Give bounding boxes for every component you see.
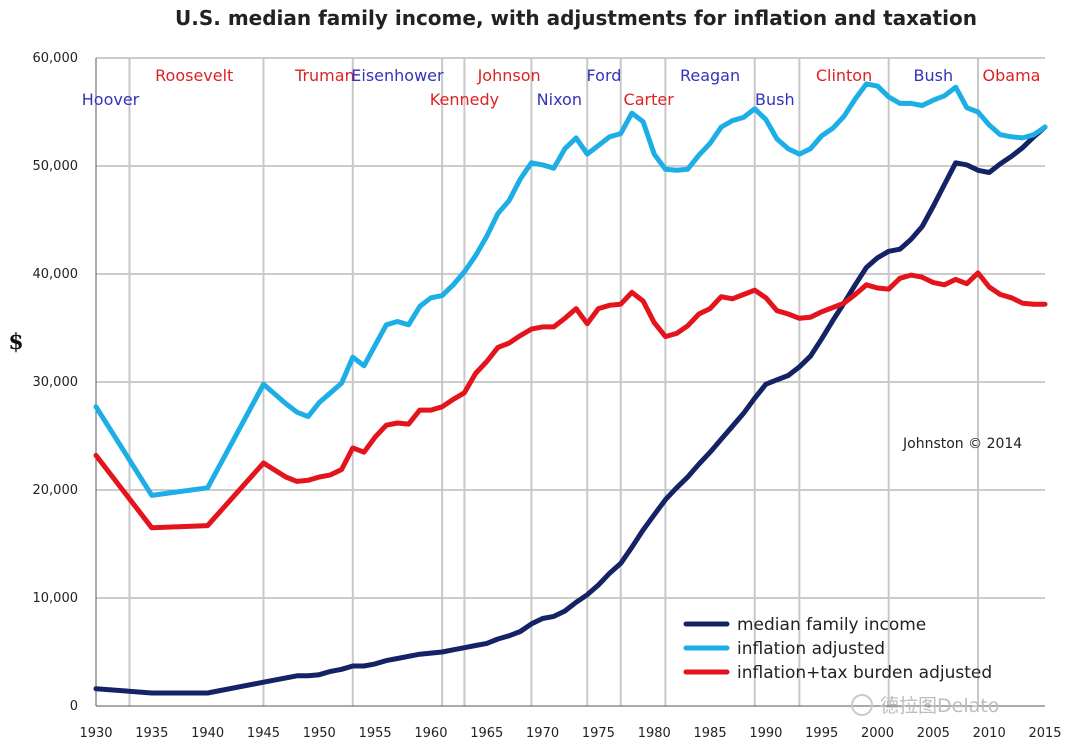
axes: 0 10,000 20,000 30,000 40,000 50,000 60,000 193… [33,51,1062,741]
series-line-inflation-adjusted [93,81,1048,498]
wechat-icon [851,694,873,716]
credit-annotation: Johnston © 2014 [902,436,1022,452]
x-tick-label: 2000 [861,726,894,741]
president-label-johnson: Johnson [477,66,541,85]
x-tick-label: 1940 [191,726,224,741]
president-label-carter: Carter [624,90,675,109]
chart-title: U.S. median family income, with adjustme… [175,6,977,30]
x-tick-label: 1995 [805,726,838,741]
president-label-clinton: Clinton [816,66,872,85]
y-tick-label: 20,000 [33,483,79,498]
president-label-roosevelt: Roosevelt [155,66,233,85]
president-label-kennedy: Kennedy [430,90,499,109]
y-tick-label: 60,000 [33,51,79,66]
president-label-nixon: Nixon [537,90,582,109]
president-label-reagan: Reagan [680,66,740,85]
x-tick-label: 1980 [638,726,671,741]
x-tick-label: 1935 [135,726,168,741]
x-tick-label: 1945 [247,726,280,741]
x-tick-label: 1970 [526,726,559,741]
watermark-text: 德拉图Delato [880,695,999,717]
series-line-median-family-income [93,124,1048,696]
x-tick-label: 1930 [79,726,112,741]
president-label-bush: Bush [914,66,954,85]
watermark: 德拉图Delato [851,694,999,717]
legend-label-2: inflation adjusted [737,639,885,659]
president-label-hoover: Hoover [82,90,140,109]
x-tick-label: 1990 [749,726,782,741]
x-tick-label: 1985 [694,726,727,741]
y-tick-label: 40,000 [33,267,79,282]
x-tick-label: 1955 [359,726,392,741]
president-label-ford: Ford [587,66,622,85]
legend-label-1: median family income [737,615,926,635]
president-label-bush: Bush [755,90,795,109]
president-label-truman: Truman [294,66,355,85]
y-tick-label: 10,000 [33,591,79,606]
x-tick-label: 2010 [973,726,1006,741]
grid [96,57,1045,707]
x-tick-label: 2005 [917,726,950,741]
x-tick-label: 1975 [582,726,615,741]
legend: median family income inflation adjusted in… [683,615,992,683]
y-tick-label: 50,000 [33,159,79,174]
y-tick-label: 0 [70,699,78,714]
y-tick-label: 30,000 [33,375,79,390]
x-tick-label: 1950 [303,726,336,741]
x-tick-label: 1960 [414,726,447,741]
series-lines [93,81,1048,696]
x-tick-label: 2015 [1028,726,1061,741]
legend-label-3: inflation+tax burden adjusted [737,663,992,683]
x-tick-label: 1965 [470,726,503,741]
y-axis-label: $ [8,329,23,355]
president-label-eisenhower: Eisenhower [351,66,444,85]
series-line-inflation-tax-burden-adjusted [93,270,1048,531]
president-label-obama: Obama [983,66,1041,85]
